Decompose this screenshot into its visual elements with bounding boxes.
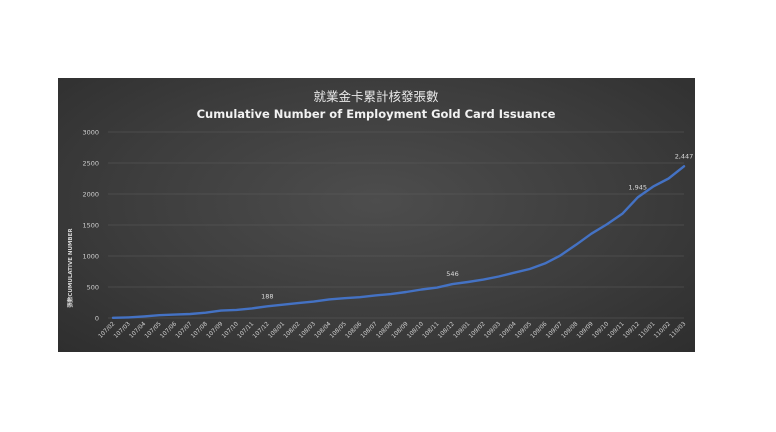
data-label: 546 xyxy=(446,270,458,278)
y-tick-label: 0 xyxy=(95,314,99,322)
line-chart: 就業金卡累計核發張數 Cumulative Number of Employme… xyxy=(66,89,693,340)
y-tick-label: 2500 xyxy=(82,159,99,167)
x-tick-label: 110/03 xyxy=(669,321,688,340)
y-tick-label: 3000 xyxy=(82,128,99,136)
y-axis-ticks: 0 500 1000 1500 2000 2500 3000 xyxy=(82,128,99,322)
data-label: 2,447 xyxy=(675,152,694,160)
y-tick-label: 1500 xyxy=(82,221,99,229)
chart-panel: 就業金卡累計核發張數 Cumulative Number of Employme… xyxy=(58,78,695,352)
data-labels: 188 546 1,945 2,447 xyxy=(261,152,693,300)
y-tick-label: 2000 xyxy=(82,190,99,198)
chart-subtitle: Cumulative Number of Employment Gold Car… xyxy=(197,107,556,121)
x-axis-ticks: 107/02107/03107/04107/05107/06107/07107/… xyxy=(98,321,688,340)
chart-title: 就業金卡累計核發張數 xyxy=(313,89,439,104)
data-label: 1,945 xyxy=(628,183,647,191)
series-line-group xyxy=(111,165,686,320)
data-label: 188 xyxy=(261,292,273,300)
y-tick-label: 500 xyxy=(87,283,99,291)
y-tick-label: 1000 xyxy=(82,252,99,260)
y-axis-label: 張數CUMULATIVE NUMBER xyxy=(66,228,74,308)
gridlines xyxy=(108,131,684,319)
series-line xyxy=(111,165,686,320)
